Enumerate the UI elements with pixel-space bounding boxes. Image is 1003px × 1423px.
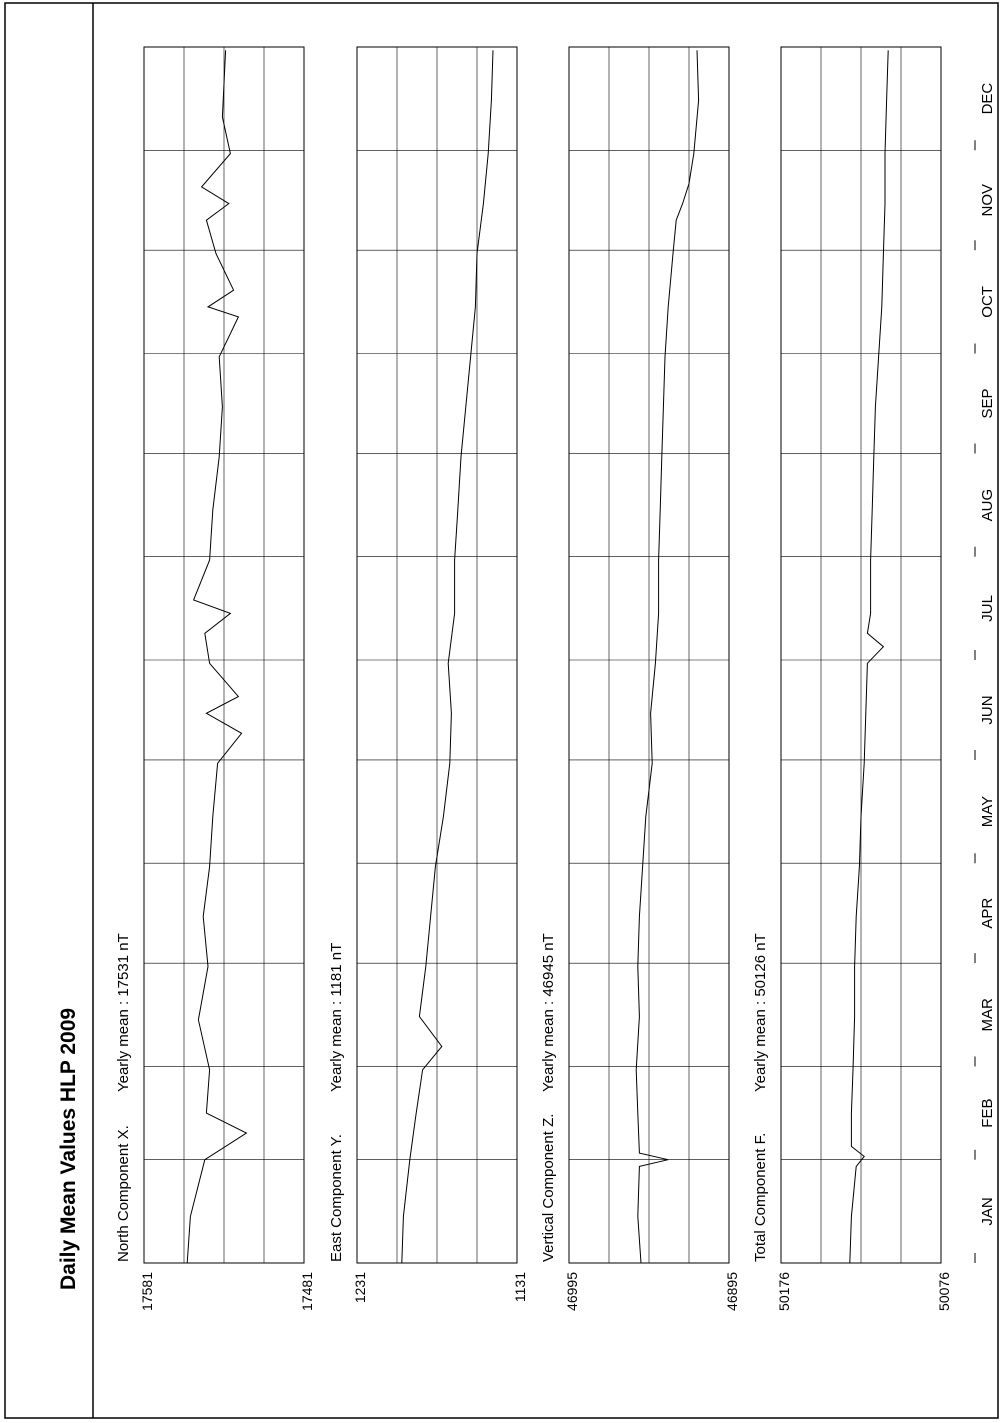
y-min-tick-label: 50176 [776,1272,792,1311]
y-max-tick-label: 50076 [936,1272,952,1311]
y-min-tick-label: 46995 [564,1272,580,1311]
month-label: AUG [979,489,996,522]
yearly-mean-label: Yearly mean : 50126 nT [752,933,769,1092]
series-line [186,50,248,1264]
month-label: MAR [979,998,996,1032]
component-label: East Component Y. [328,1134,345,1262]
month-label: JUN [979,695,996,724]
month-label: SEP [979,388,996,418]
month-label: OCT [979,286,996,318]
panel-2: East Component Y. Yearly mean : 1181 nT 12… [328,46,528,1303]
series-line [849,50,889,1264]
y-max-tick-label: 1131 [512,1272,528,1302]
panel-4: Total Component F. Yearly mean : 50126 nT… [752,46,952,1311]
y-max-tick-label: 17481 [299,1272,315,1311]
y-max-tick-label: 46895 [724,1272,740,1311]
series-line [635,50,700,1264]
yearly-mean-label: Yearly mean : 1181 nT [328,943,345,1092]
month-label: JUL [979,595,996,622]
component-label: North Component X. [115,1125,132,1262]
yearly-mean-label: Yearly mean : 17531 nT [115,933,132,1092]
month-label: NOV [979,184,996,217]
panel-1: North Component X. Yearly mean : 17531 nT… [115,46,315,1311]
month-label: FEB [979,1099,996,1128]
series-line [401,50,494,1264]
month-label: JAN [979,1197,996,1225]
component-label: Total Component F. [752,1133,769,1262]
y-min-tick-label: 1231 [352,1272,368,1303]
page-title: Daily Mean Values HLP 2009 [57,1008,80,1290]
yearly-mean-label: Yearly mean : 46945 nT [540,933,557,1092]
month-label: APR [979,898,996,929]
chart-panels: North Component X. Yearly mean : 17531 nT… [115,46,952,1311]
month-axis: JAN FEB MAR APR MAY JUN JUL AUG SEP OCT NOV DEC [974,83,996,1263]
month-label: DEC [979,83,996,115]
panel-3: Vertical Component Z. Yearly mean : 46945… [540,46,740,1311]
outer-frame [4,2,999,1419]
component-label: Vertical Component Z. [540,1114,557,1262]
y-min-tick-label: 17581 [139,1272,155,1311]
month-label: MAY [979,796,996,827]
